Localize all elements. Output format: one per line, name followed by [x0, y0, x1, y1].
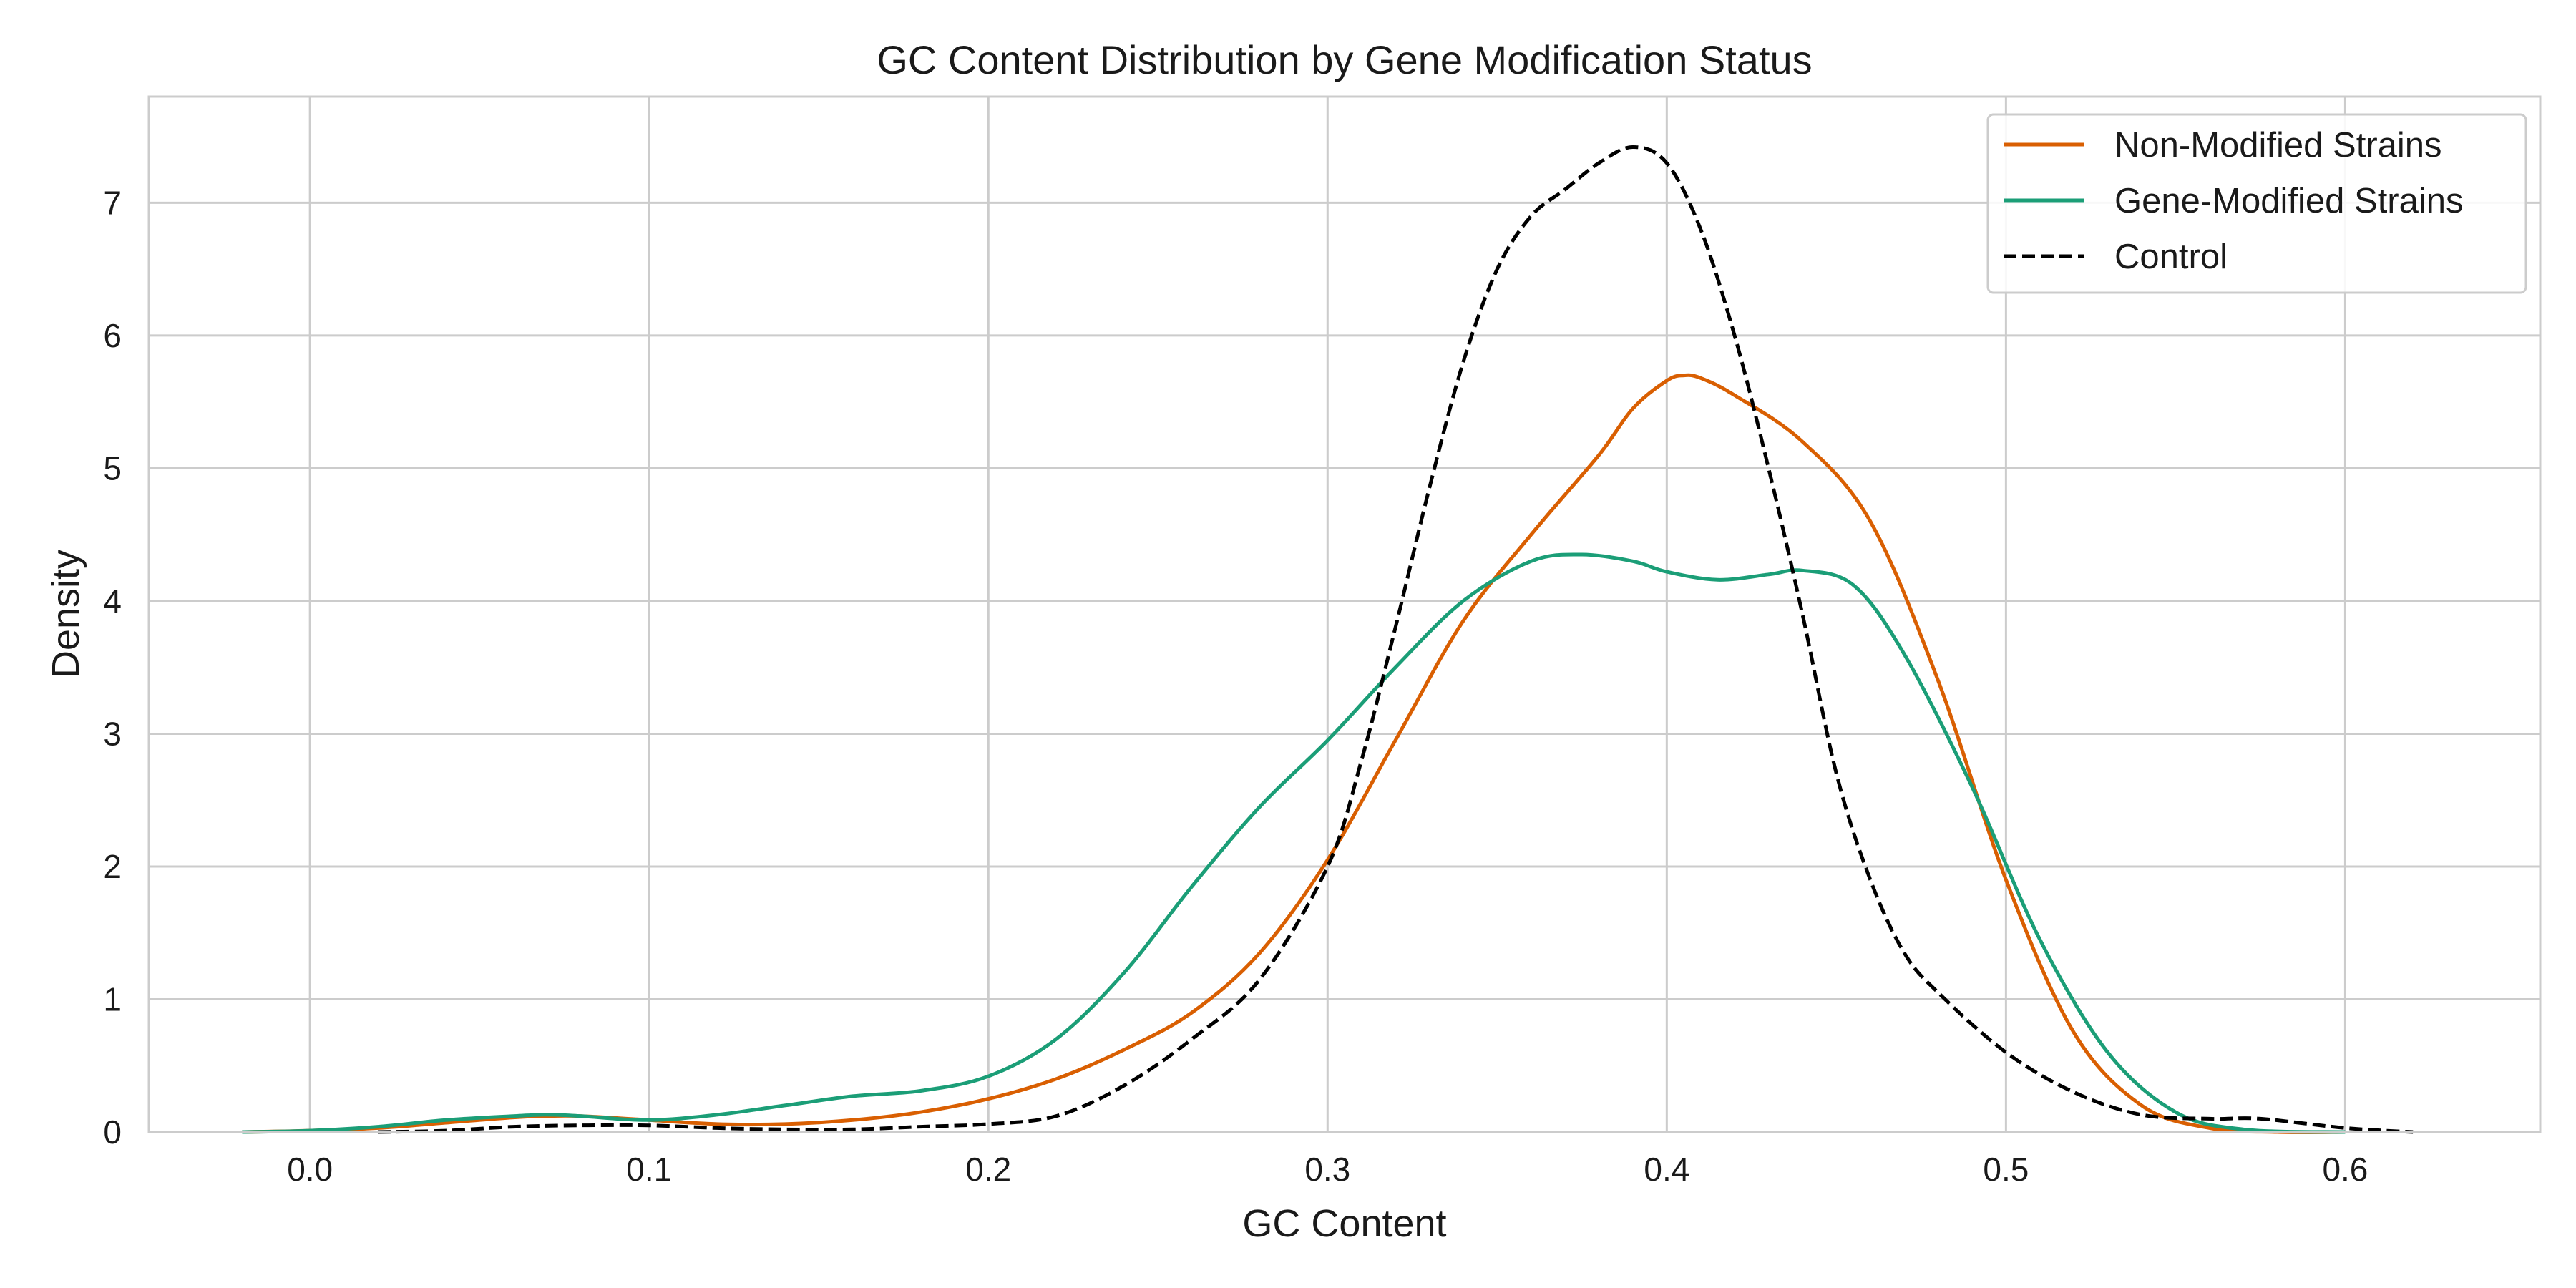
- y-tick-label: 1: [103, 980, 122, 1018]
- y-tick-label: 6: [103, 317, 122, 354]
- plot-frame: [147, 95, 2542, 1133]
- x-axis-label: GC Content: [1242, 1202, 1446, 1245]
- y-tick-label: 3: [103, 715, 122, 752]
- y-tick-label: 2: [103, 848, 122, 885]
- legend-frame: [1986, 113, 2527, 294]
- y-tick-labels: 0 1 2 3 4 5 6 7: [103, 184, 122, 1151]
- x-tick-label: 0.2: [965, 1151, 1011, 1188]
- y-tick-label: 0: [103, 1113, 122, 1151]
- y-tick-label: 4: [103, 582, 122, 620]
- y-axis-label: Density: [44, 550, 87, 678]
- series-line-control: [377, 145, 2414, 1134]
- series-layer: [242, 145, 2414, 1134]
- x-tick-label: 0.6: [2322, 1151, 2368, 1188]
- x-tick-label: 0.5: [1983, 1151, 2029, 1188]
- y-tick-label: 5: [103, 449, 122, 487]
- legend-label-gene-modified: Gene-Modified Strains: [2114, 182, 2464, 220]
- x-tick-label: 0.0: [287, 1151, 333, 1188]
- x-tick-labels: 0.0 0.1 0.2 0.3 0.4 0.5 0.6: [287, 1151, 2368, 1188]
- x-tick-label: 0.3: [1304, 1151, 1350, 1188]
- x-tick-label: 0.1: [626, 1151, 672, 1188]
- chart-title: GC Content Distribution by Gene Modifica…: [877, 37, 1812, 82]
- series-line-gene-modified: [242, 552, 2346, 1134]
- legend-label-non-modified: Non-Modified Strains: [2114, 126, 2442, 165]
- legend-label-control: Control: [2114, 238, 2228, 276]
- legend: Non-Modified Strains Gene-Modified Strai…: [1986, 113, 2527, 294]
- x-tick-label: 0.4: [1644, 1151, 1689, 1188]
- y-tick-label: 7: [103, 184, 122, 221]
